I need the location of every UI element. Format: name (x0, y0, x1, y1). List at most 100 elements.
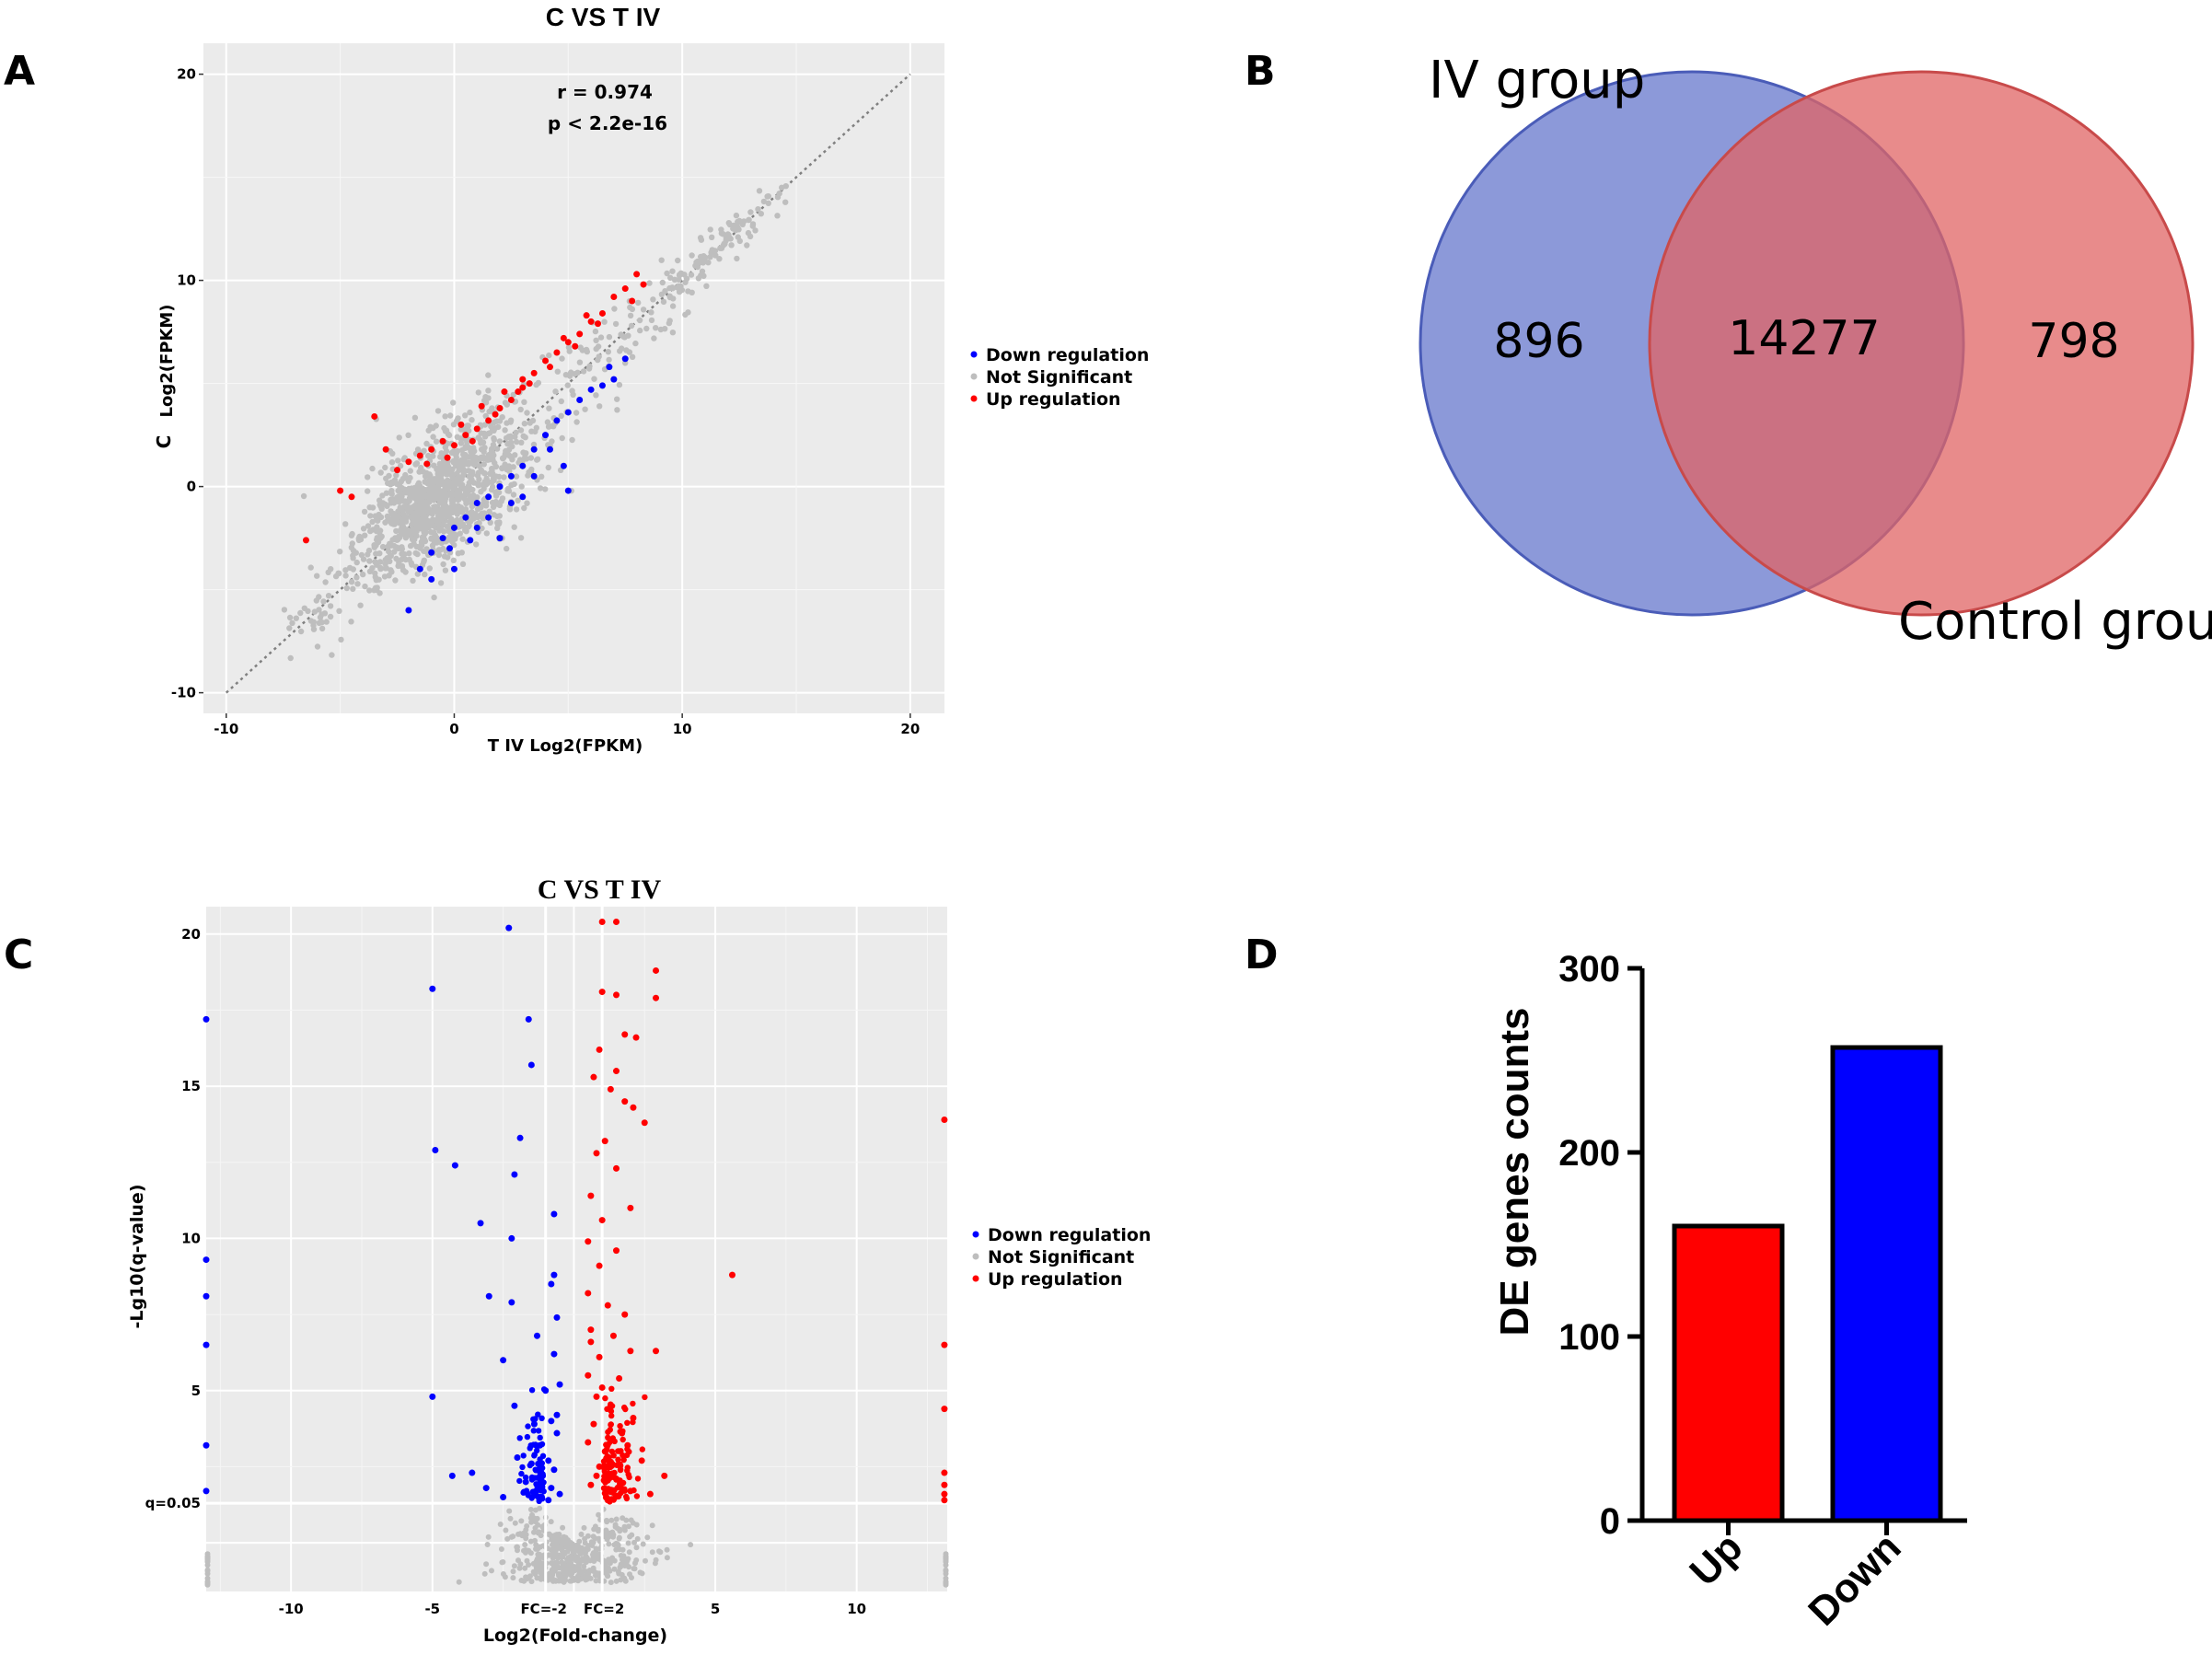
venn-count-iv-only: 896 (1493, 314, 1584, 369)
data-point (420, 491, 427, 497)
data-point-up (428, 446, 435, 453)
data-point (660, 298, 667, 306)
x-tick-label: 10 (673, 721, 692, 737)
data-point (348, 619, 354, 625)
data-point (604, 1517, 609, 1523)
data-point-down (203, 1441, 210, 1449)
data-point (461, 486, 468, 492)
data-point-down (516, 1134, 524, 1141)
data-point (697, 235, 704, 241)
data-point-down (537, 1434, 543, 1441)
data-point (501, 474, 507, 480)
data-point-up (653, 966, 660, 974)
data-point (411, 540, 417, 547)
data-point (628, 322, 635, 330)
data-point (449, 491, 456, 498)
data-point (556, 1532, 562, 1537)
data-point-up (501, 388, 508, 396)
data-point (444, 513, 450, 520)
data-point (583, 1545, 589, 1552)
data-point-up (630, 1415, 637, 1422)
data-point (453, 460, 459, 467)
data-point (379, 543, 387, 550)
data-point (590, 1533, 596, 1540)
data-point (407, 468, 413, 474)
data-point (657, 1549, 664, 1556)
x-tick-label-down: Down (1800, 1524, 1909, 1634)
data-point (627, 304, 633, 311)
data-point-up (624, 1419, 631, 1427)
data-point (752, 227, 759, 234)
data-point-up (585, 1290, 592, 1297)
data-point (435, 551, 443, 559)
data-point (445, 554, 451, 561)
data-point-down (535, 1428, 542, 1434)
data-point (552, 1559, 559, 1566)
data-point-up (485, 417, 492, 424)
panel-label-a: A (4, 48, 35, 95)
data-point (595, 356, 601, 364)
data-point (627, 1571, 632, 1578)
data-point (360, 571, 366, 578)
data-point (490, 483, 496, 491)
data-point (372, 559, 378, 565)
data-point (399, 544, 405, 550)
data-point (669, 268, 676, 274)
data-point (379, 492, 386, 499)
data-point (426, 565, 433, 572)
data-point-up (604, 1443, 610, 1450)
data-point (499, 414, 505, 421)
legend-label-down: Down regulation (988, 1225, 1151, 1245)
data-point (388, 480, 396, 487)
data-point (281, 607, 288, 613)
data-point (585, 365, 593, 372)
data-point-up (519, 376, 527, 383)
data-point (596, 1511, 602, 1518)
data-point (724, 231, 731, 237)
data-point (423, 546, 430, 552)
data-point (648, 309, 654, 316)
data-point (532, 1525, 539, 1531)
data-point (943, 1575, 949, 1581)
data-point-down (496, 483, 504, 491)
data-point (465, 422, 472, 429)
data-point-up (661, 1472, 668, 1479)
data-point-down (505, 924, 513, 932)
data-point (625, 1540, 631, 1546)
data-point-down (451, 1162, 458, 1169)
data-point-up (617, 1461, 623, 1468)
data-point (635, 299, 642, 307)
data-point-down (553, 1411, 561, 1418)
venn-label-iv-group: IV group (1429, 51, 1645, 110)
data-point-down (550, 1210, 558, 1218)
data-point (447, 531, 455, 538)
data-point (420, 538, 427, 545)
data-point-up (605, 1429, 611, 1436)
data-point-up (560, 334, 567, 341)
data-point (357, 536, 365, 543)
data-point-up (439, 437, 446, 445)
data-point (509, 443, 515, 450)
data-point (629, 353, 636, 360)
data-point-up (337, 487, 344, 494)
data-point (442, 428, 449, 434)
data-point (297, 628, 305, 635)
data-point (327, 603, 334, 609)
data-point (616, 381, 623, 388)
data-point (590, 1568, 596, 1574)
data-point (617, 1564, 623, 1570)
data-point (513, 429, 519, 436)
down-regulation-points (405, 355, 629, 614)
data-point-down (553, 417, 561, 424)
data-point (511, 524, 517, 530)
data-point (475, 514, 481, 521)
data-point (377, 469, 384, 476)
data-point-up (620, 1456, 627, 1464)
data-point (596, 403, 603, 410)
data-point-up (595, 320, 602, 328)
data-point-up (598, 1383, 606, 1391)
data-point (664, 1546, 670, 1553)
data-point (510, 492, 517, 498)
data-point (430, 453, 436, 459)
data-point (643, 325, 650, 332)
